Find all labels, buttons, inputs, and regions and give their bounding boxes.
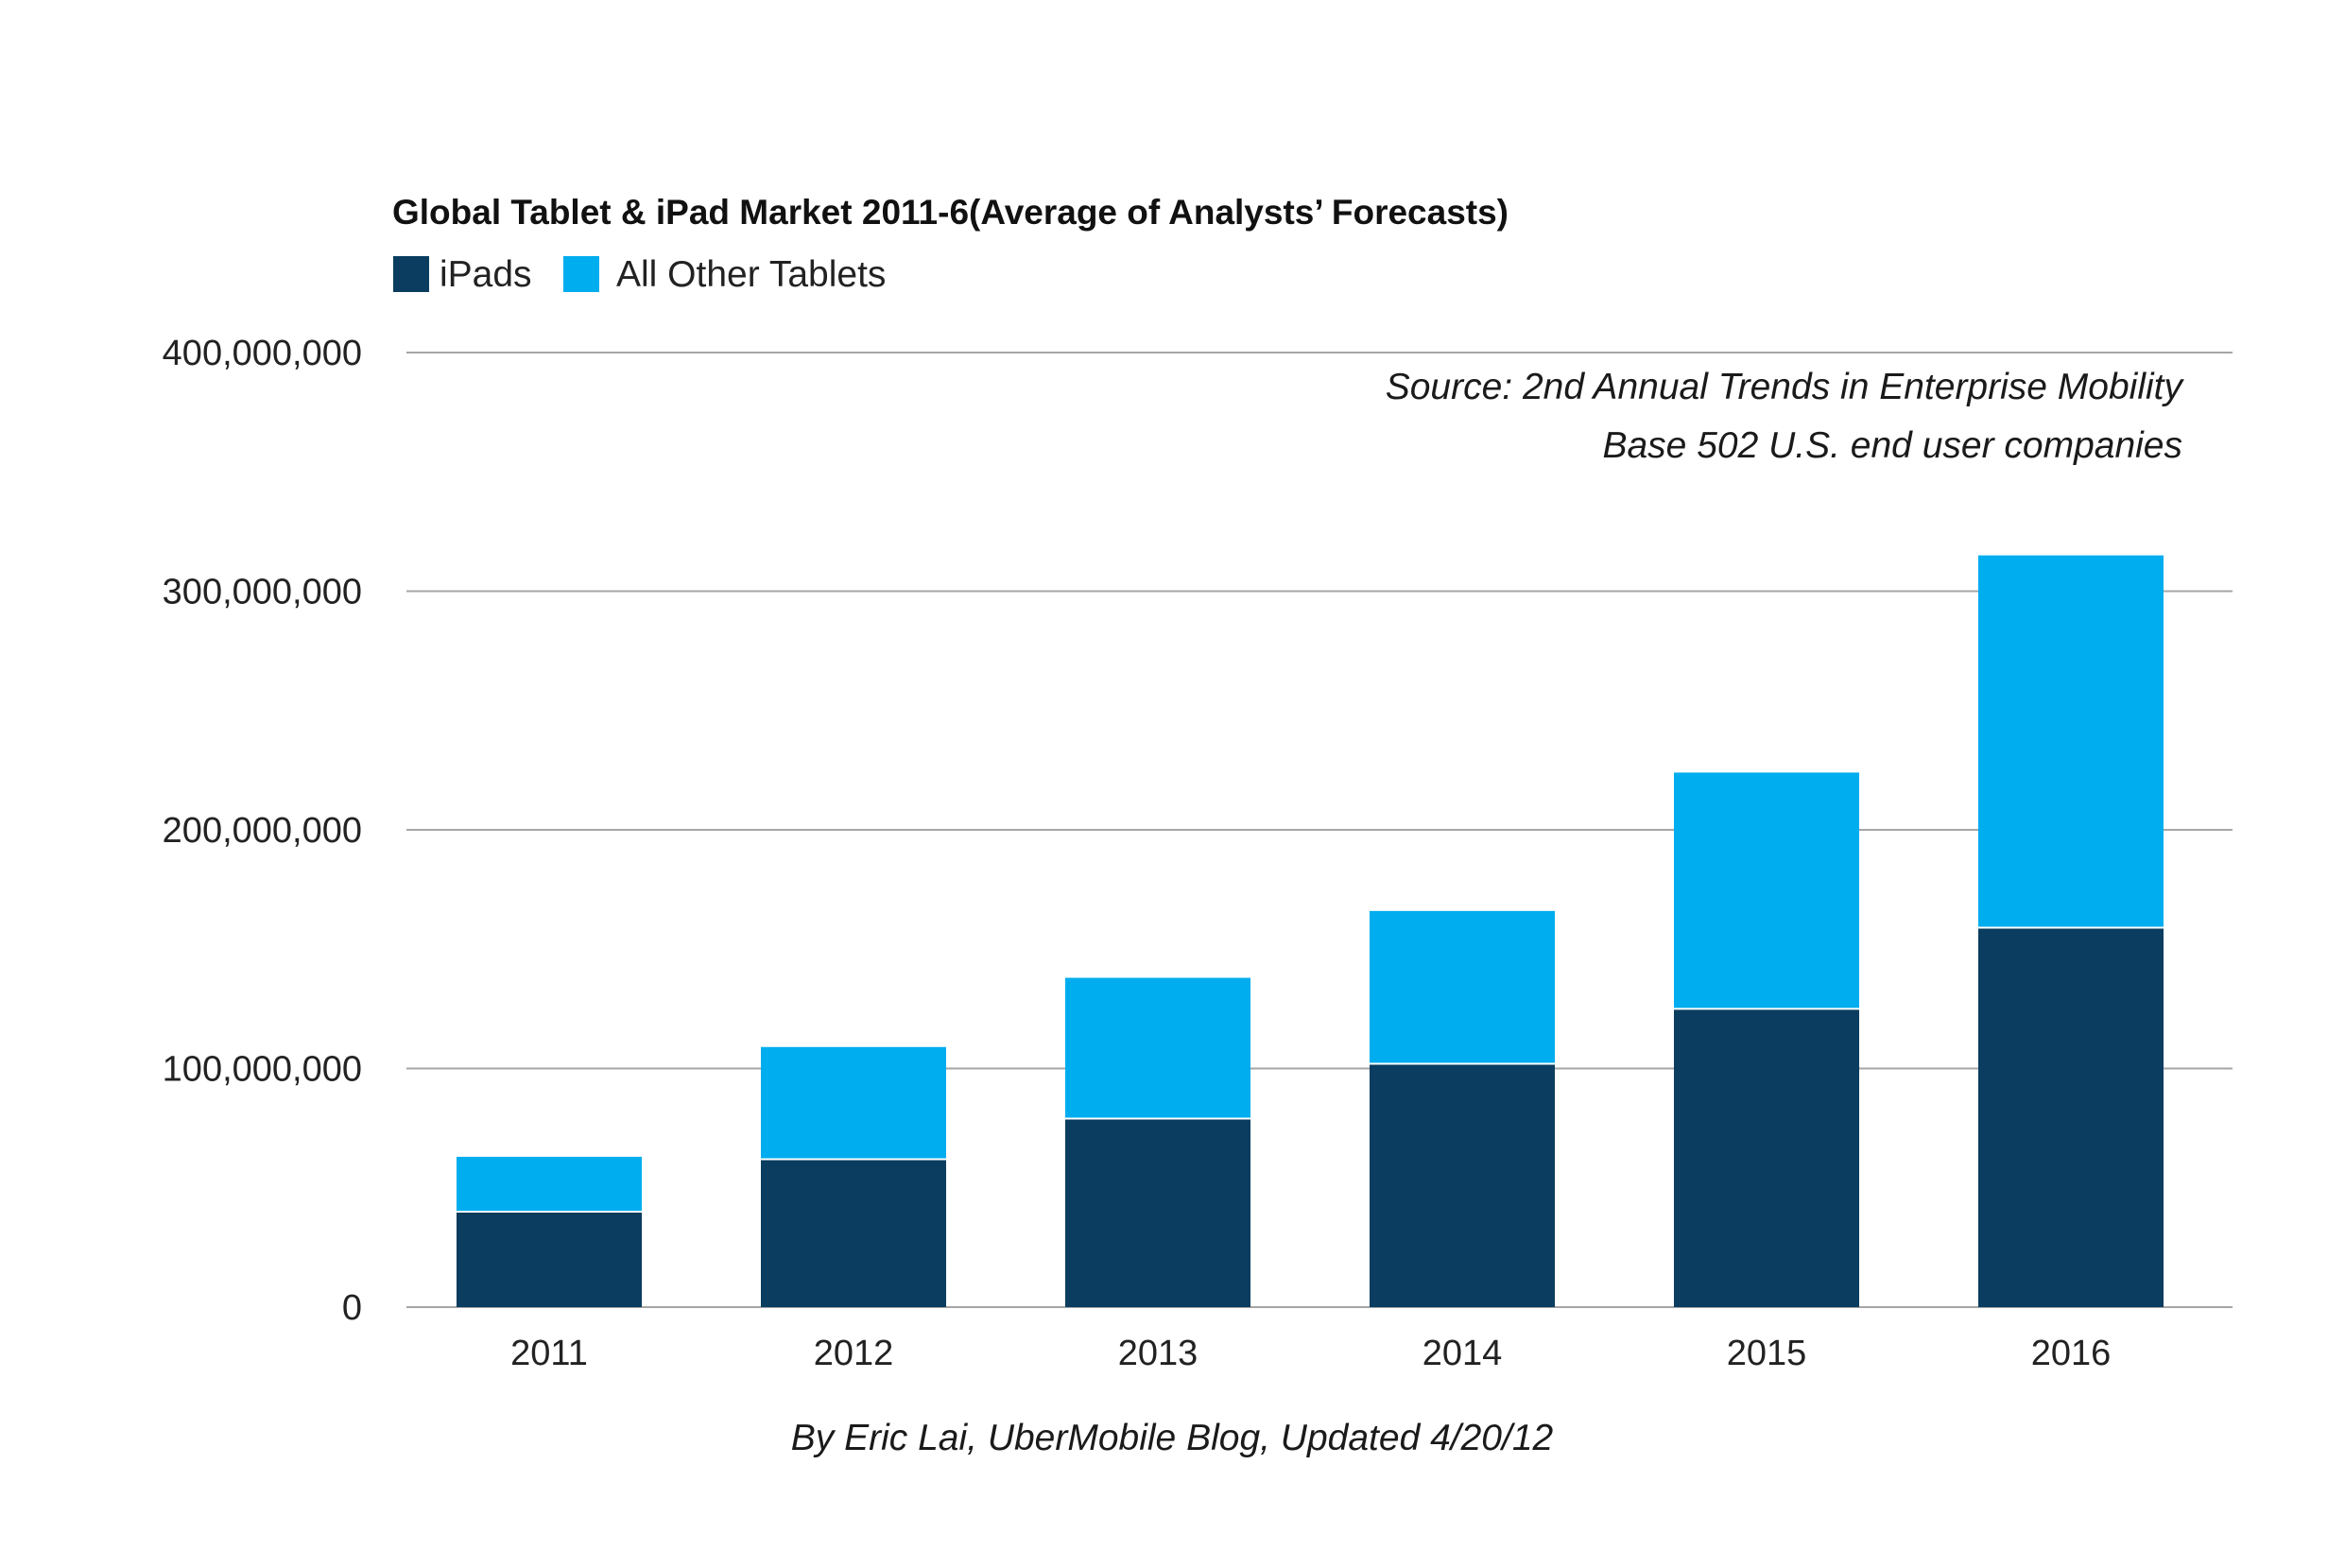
- bar-2014-ipads: [1370, 1063, 1555, 1307]
- legend-swatch-ipads: [393, 256, 429, 292]
- y-tick-label: 400,000,000: [163, 334, 362, 373]
- legend-label-all-other-tablets: All Other Tablets: [616, 254, 886, 295]
- y-tick-label: 0: [342, 1288, 362, 1328]
- x-tick-label-2016: 2016: [2031, 1334, 2112, 1373]
- chart-title: Global Tablet & iPad Market 2011-6(Avera…: [392, 193, 1509, 232]
- bar-2015-ipads: [1674, 1008, 1859, 1307]
- y-tick-label: 100,000,000: [163, 1050, 362, 1090]
- bar-2011-all-other-tablets: [457, 1156, 642, 1212]
- gridlines: [406, 352, 2233, 1308]
- y-tick-label: 200,000,000: [163, 811, 362, 851]
- x-axis-tick-labels: 2011 2012 2013 2014 2015 2016: [510, 1334, 2111, 1373]
- footer-credit: By Eric Lai, UberMobile Blog, Updated 4/…: [791, 1418, 1554, 1458]
- bar-2015-all-other-tablets: [1674, 772, 1859, 1009]
- source-note-line-1: Source: 2nd Annual Trends in Enterprise …: [1386, 367, 2185, 407]
- bar-2016-all-other-tablets: [1978, 555, 2164, 928]
- bar-2016-ipads: [1978, 927, 2164, 1307]
- bar-2012-all-other-tablets: [761, 1046, 946, 1160]
- x-tick-label-2013: 2013: [1118, 1334, 1198, 1373]
- legend: iPads All Other Tablets: [393, 254, 886, 295]
- bar-2013-ipads: [1065, 1118, 1250, 1307]
- bar-2013-all-other-tablets: [1065, 977, 1250, 1119]
- y-tick-label: 300,000,000: [163, 573, 362, 612]
- legend-swatch-all-other-tablets: [563, 256, 599, 292]
- y-axis-tick-labels: 0 100,000,000 200,000,000 300,000,000 400,00…: [163, 334, 362, 1328]
- x-tick-label-2011: 2011: [510, 1334, 588, 1373]
- legend-label-ipads: iPads: [440, 254, 532, 295]
- x-tick-label-2014: 2014: [1423, 1334, 1503, 1373]
- x-tick-label-2015: 2015: [1727, 1334, 1807, 1373]
- bars: [457, 555, 2164, 1307]
- bar-2011-ipads: [457, 1212, 642, 1307]
- bar-2012-ipads: [761, 1159, 946, 1307]
- bar-2014-all-other-tablets: [1370, 910, 1555, 1064]
- source-note-line-2: Base 502 U.S. end user companies: [1602, 425, 2182, 466]
- x-tick-label-2012: 2012: [814, 1334, 894, 1373]
